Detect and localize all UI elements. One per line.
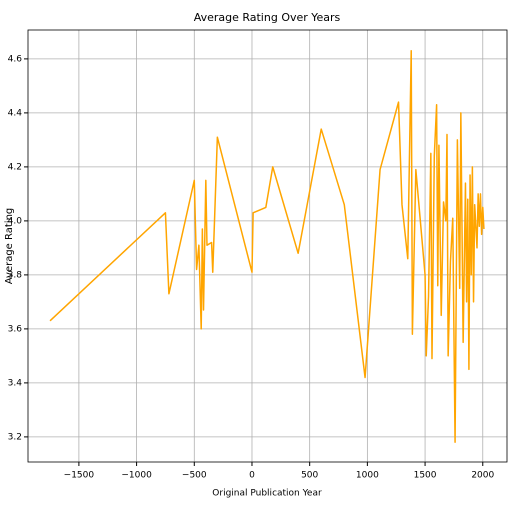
x-tick-label: −500 — [182, 471, 207, 481]
y-axis-label: Average Rating — [4, 208, 15, 284]
y-tick-label: 3.2 — [8, 432, 22, 442]
y-tick-label: 3.4 — [8, 378, 23, 388]
y-tick-label: 4.2 — [8, 162, 22, 172]
x-tick-label: 1000 — [356, 471, 379, 481]
x-tick-label: −1000 — [121, 471, 152, 481]
x-tick-label: 500 — [301, 471, 318, 481]
x-tick-label: 0 — [249, 471, 255, 481]
y-tick-label: 3.6 — [8, 324, 23, 334]
x-tick-label: 1500 — [414, 471, 437, 481]
x-axis-label: Original Publication Year — [212, 489, 322, 499]
plot-frame — [27, 29, 508, 463]
y-tick-label: 4.0 — [8, 216, 23, 226]
y-tick-label: 3.8 — [8, 270, 23, 280]
x-tick-label: −1500 — [64, 471, 95, 481]
data-line — [49, 50, 485, 444]
chart-title: Average Rating Over Years — [194, 11, 341, 24]
y-tick-label: 4.4 — [8, 108, 23, 118]
x-tick-label: 2000 — [471, 471, 494, 481]
y-tick-label: 4.6 — [8, 54, 23, 64]
